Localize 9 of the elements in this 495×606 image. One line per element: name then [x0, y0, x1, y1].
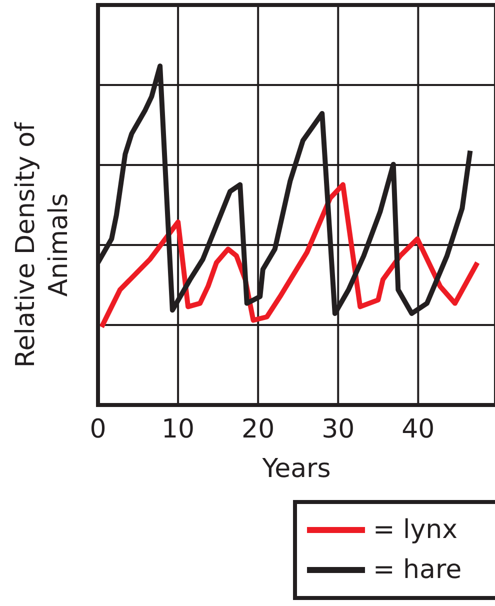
x-tick-label: 10 [161, 414, 195, 444]
x-tick-label: 30 [322, 414, 355, 444]
x-tick-label: 0 [90, 414, 106, 444]
legend-label: = lynx [373, 515, 458, 545]
legend-label: = hare [373, 555, 462, 585]
x-tick-label: 20 [242, 414, 275, 444]
x-tick-label: 40 [402, 414, 435, 444]
y-axis-title: Relative Density of Animals [10, 120, 75, 370]
x-axis-title: Years [261, 454, 331, 484]
